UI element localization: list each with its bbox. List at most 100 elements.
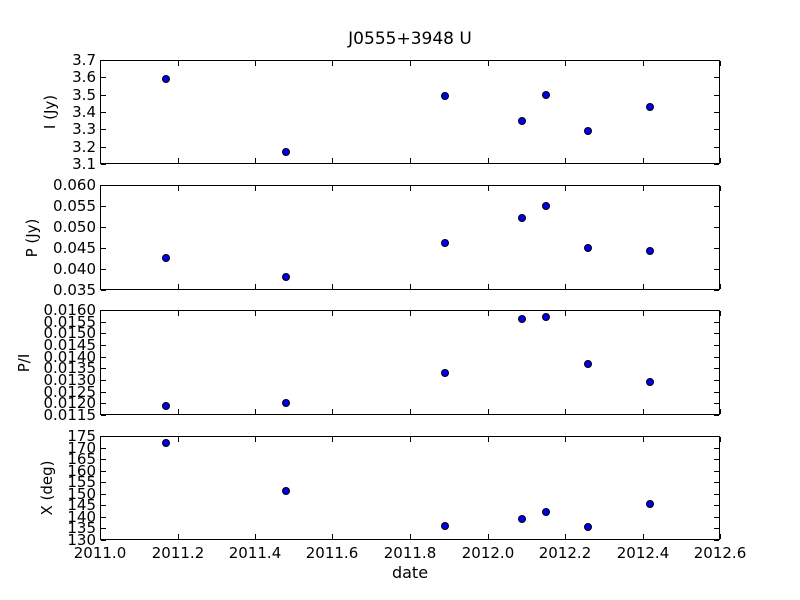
x-tick-mark xyxy=(255,158,256,163)
y-tick-label: 155 xyxy=(67,473,96,491)
x-tick-label: 2011.2 xyxy=(151,544,205,562)
y-tick-mark xyxy=(714,129,719,130)
x-tick-label: 2012.2 xyxy=(538,544,592,562)
y-tick-mark xyxy=(101,112,106,113)
y-tick-label: 3.4 xyxy=(72,103,96,121)
data-point xyxy=(646,378,655,387)
y-tick-label: 3.3 xyxy=(72,120,96,138)
panel-x-deg xyxy=(100,436,720,540)
y-tick-mark xyxy=(101,269,106,270)
y-tick-mark xyxy=(714,392,719,393)
x-tick-mark xyxy=(565,186,566,191)
x-tick-mark xyxy=(565,534,566,539)
data-point xyxy=(518,214,527,223)
y-tick-label: 0.0125 xyxy=(43,383,97,401)
x-tick-mark xyxy=(643,158,644,163)
y-tick-mark xyxy=(101,185,106,186)
y-tick-mark xyxy=(101,392,106,393)
x-tick-label: 2012.0 xyxy=(461,544,515,562)
y-tick-mark xyxy=(714,448,719,449)
y-tick-label: 130 xyxy=(67,531,96,549)
data-point xyxy=(518,315,527,324)
y-tick-mark xyxy=(714,322,719,323)
y-tick-mark xyxy=(714,345,719,346)
x-tick-mark xyxy=(410,437,411,442)
x-tick-label: 2012.6 xyxy=(693,544,747,562)
x-tick-label: 2011.8 xyxy=(383,544,437,562)
data-point xyxy=(584,359,593,368)
y-tick-mark xyxy=(714,164,719,165)
y-tick-label: 0.035 xyxy=(53,281,96,299)
x-axis-label: date xyxy=(391,563,429,582)
x-tick-mark xyxy=(100,311,101,316)
y-tick-label: 0.0150 xyxy=(43,324,97,342)
x-tick-mark xyxy=(100,409,101,414)
data-point xyxy=(440,522,449,531)
y-tick-mark xyxy=(714,505,719,506)
x-tick-mark xyxy=(100,186,101,191)
panel-i-jy xyxy=(100,60,720,164)
y-tick-mark xyxy=(101,60,106,61)
y-tick-mark xyxy=(101,380,106,381)
y-tick-mark xyxy=(101,517,106,518)
x-tick-mark xyxy=(255,409,256,414)
y-tick-mark xyxy=(714,368,719,369)
y-tick-mark xyxy=(714,185,719,186)
data-point xyxy=(584,127,593,136)
y-tick-mark xyxy=(714,290,719,291)
y-tick-mark xyxy=(101,505,106,506)
x-tick-mark xyxy=(720,311,721,316)
x-tick-label: 2011.4 xyxy=(228,544,282,562)
data-point xyxy=(541,90,550,99)
x-tick-mark xyxy=(255,534,256,539)
data-point xyxy=(440,369,449,377)
data-point xyxy=(646,102,655,111)
x-tick-mark xyxy=(720,186,721,191)
data-point xyxy=(541,508,550,517)
y-tick-label: 170 xyxy=(67,439,96,457)
x-tick-mark xyxy=(332,158,333,163)
x-tick-mark xyxy=(720,61,721,66)
y-tick-mark xyxy=(101,206,106,207)
x-tick-mark xyxy=(178,437,179,442)
x-tick-mark xyxy=(488,534,489,539)
y-tick-label: 3.5 xyxy=(72,86,96,104)
x-tick-mark xyxy=(178,311,179,316)
x-tick-mark xyxy=(255,284,256,289)
x-tick-mark xyxy=(255,311,256,316)
data-point xyxy=(584,244,593,253)
y-tick-label: 0.0145 xyxy=(43,336,97,354)
y-tick-label: 3.7 xyxy=(72,51,96,69)
x-tick-mark xyxy=(255,186,256,191)
x-tick-mark xyxy=(332,437,333,442)
x-tick-mark xyxy=(178,158,179,163)
y-tick-label: 0.0135 xyxy=(43,359,97,377)
y-tick-label: 0.055 xyxy=(53,197,96,215)
y-tick-mark xyxy=(714,415,719,416)
y-tick-mark xyxy=(101,77,106,78)
x-tick-mark xyxy=(332,311,333,316)
y-tick-mark xyxy=(101,368,106,369)
y-tick-label: 0.060 xyxy=(53,176,96,194)
x-tick-mark xyxy=(643,534,644,539)
y-tick-mark xyxy=(714,269,719,270)
panel-p-over-i xyxy=(100,310,720,415)
y-tick-mark xyxy=(101,248,106,249)
y-tick-label: 0.050 xyxy=(53,218,96,236)
x-tick-mark xyxy=(643,409,644,414)
y-tick-mark xyxy=(101,147,106,148)
x-tick-mark xyxy=(410,409,411,414)
y-tick-mark xyxy=(101,459,106,460)
data-point xyxy=(161,253,170,262)
x-tick-label: 2012.4 xyxy=(616,544,670,562)
y-tick-label: 0.045 xyxy=(53,239,96,257)
y-tick-label: 135 xyxy=(67,519,96,537)
y-tick-mark xyxy=(101,494,106,495)
data-point xyxy=(584,523,593,532)
y-tick-mark xyxy=(714,248,719,249)
x-tick-mark xyxy=(100,534,101,539)
y-tick-mark xyxy=(714,540,719,541)
y-tick-mark xyxy=(714,494,719,495)
data-point xyxy=(440,239,449,248)
y-tick-mark xyxy=(101,322,106,323)
